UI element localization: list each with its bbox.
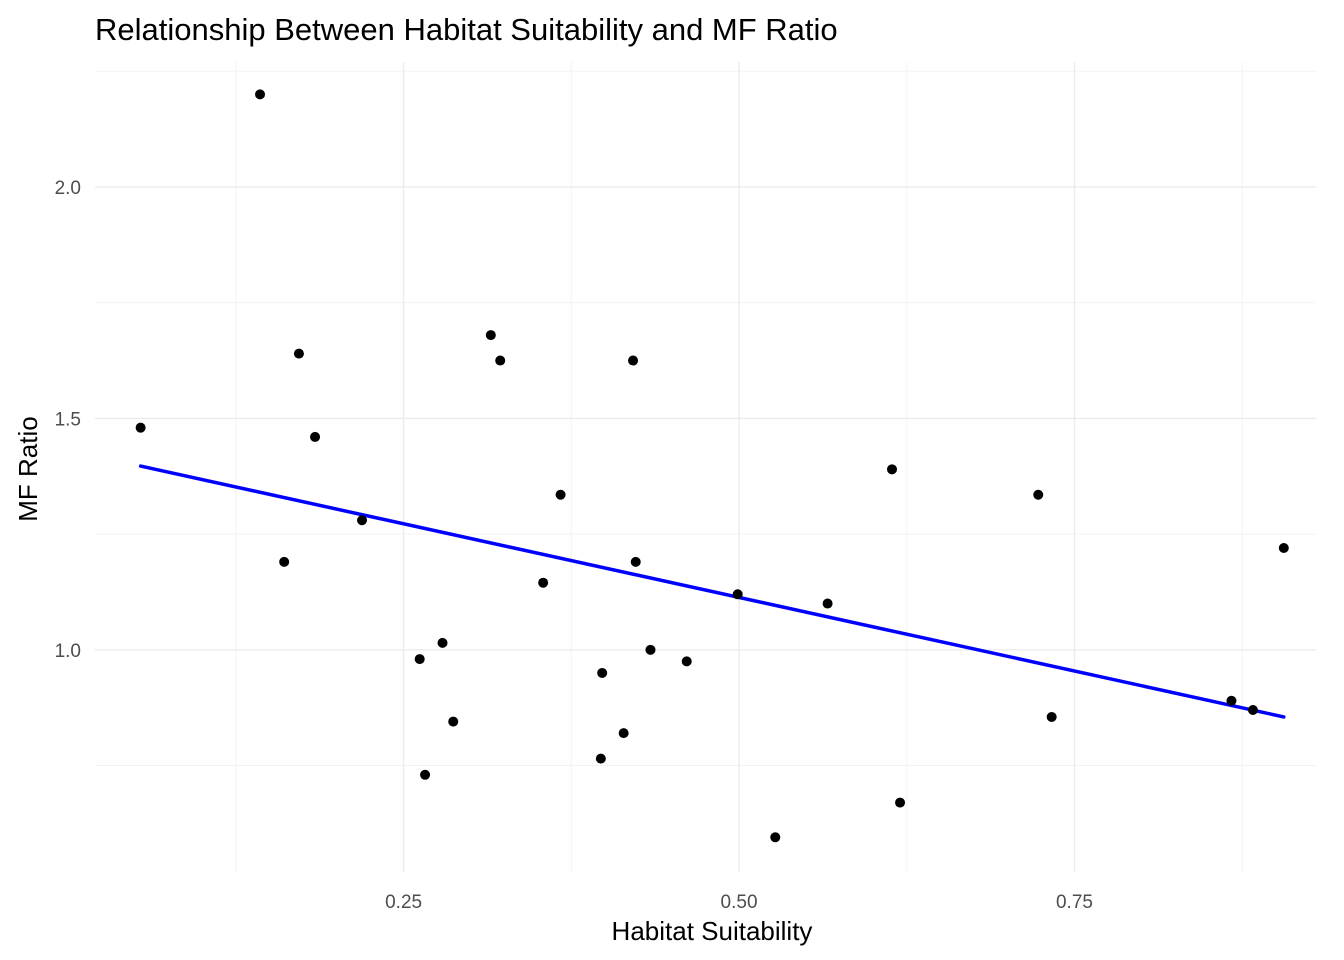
data-point [293,348,304,359]
data-point [732,589,743,600]
data-point [895,797,906,808]
data-point [135,422,146,433]
data-point [485,330,496,341]
chart-title: Relationship Between Habitat Suitability… [95,12,838,47]
data-point [822,598,833,609]
data-point [538,577,549,588]
data-point [420,769,431,780]
x-tick-label: 0.25 [385,892,422,913]
data-point [1033,489,1044,500]
data-point [357,515,368,526]
data-point [770,832,781,843]
y-axis-title: MF Ratio [13,416,43,521]
data-point [448,716,459,727]
data-point [628,355,639,366]
trend-line-layer [138,464,1286,719]
y-tick-label: 1.0 [55,641,81,662]
y-tick-label: 2.0 [55,178,81,199]
data-point [595,753,606,764]
data-point [681,656,692,667]
data-point [618,728,629,739]
x-axis-title: Habitat Suitability [612,916,813,946]
data-point [645,644,656,655]
data-point [1278,543,1289,553]
y-axis-tick-labels: 1.0 1.5 2.0 [55,178,81,662]
x-tick-label: 0.50 [721,892,758,913]
data-point [555,489,566,500]
x-tick-label: 0.75 [1056,892,1093,913]
gridlines [95,62,1316,872]
data-point [279,556,290,567]
data-point [255,89,266,100]
data-point [1226,695,1237,706]
y-tick-label: 1.5 [55,409,81,430]
data-point [630,556,641,567]
data-point [495,355,506,366]
data-point [310,431,321,442]
regression-line [138,464,1286,719]
data-point [1247,705,1258,715]
x-axis-tick-labels: 0.25 0.50 0.75 [385,892,1093,913]
data-point [437,637,448,648]
data-point [1046,711,1057,722]
data-point [887,464,898,475]
data-point [597,667,608,678]
data-points [135,89,1289,843]
data-point [414,654,425,665]
